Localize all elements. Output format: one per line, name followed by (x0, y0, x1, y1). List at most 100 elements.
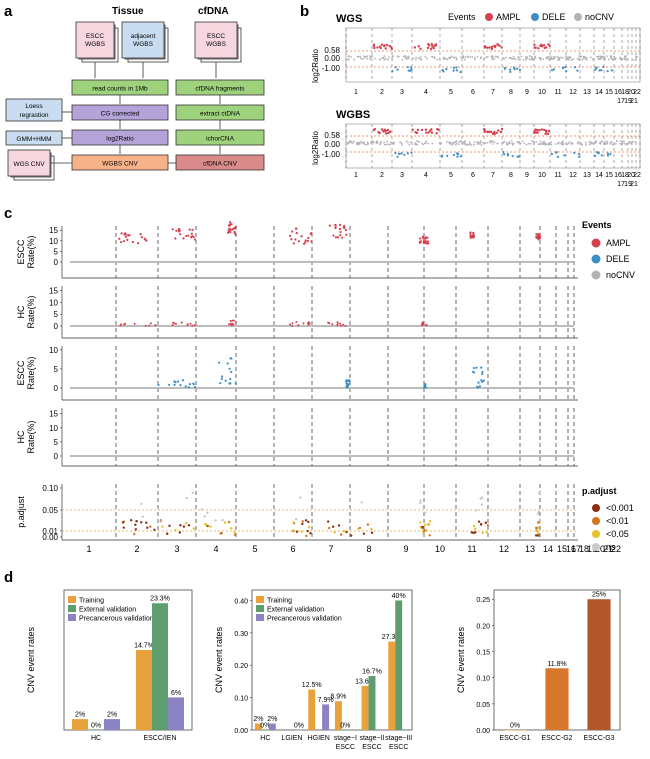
point-nocnv (611, 57, 613, 60)
point-dele (550, 69, 554, 72)
point-nocnv (570, 58, 573, 61)
point-ampl (144, 324, 147, 327)
point-padj (292, 521, 295, 524)
point-nocnv (508, 57, 511, 59)
point-ampl (493, 132, 496, 136)
point-ampl (490, 45, 494, 49)
point-padj (360, 501, 363, 504)
panel-a-workflow: Tissue cfDNA ESCC WGBS adjacent WGBS ESC… (5, 6, 265, 181)
point-ampl (140, 236, 143, 239)
point-ampl (434, 44, 437, 47)
point-ampl (338, 223, 342, 226)
point-nocnv (594, 142, 597, 145)
point-nocnv (461, 142, 464, 145)
chart-ylabel: CNV event rates (26, 626, 36, 693)
point-padj (185, 496, 188, 500)
point-nocnv (526, 57, 529, 60)
point-dele (452, 66, 455, 69)
point-nocnv (569, 56, 572, 59)
point-nocnv (491, 140, 493, 143)
point-dele (565, 69, 568, 73)
point-nocnv (626, 58, 629, 61)
point-padj (356, 527, 360, 530)
point-nocnv (407, 141, 409, 144)
point-nocnv (537, 143, 540, 146)
point-nocnv (426, 57, 428, 60)
bar (88, 730, 104, 731)
point-padj (221, 518, 224, 522)
point-ampl (426, 236, 429, 239)
point-ampl (547, 129, 551, 133)
point-nocnv (560, 142, 562, 144)
cfdna-card-line2: WGBS (206, 41, 227, 48)
point-ampl (133, 322, 136, 325)
point-nocnv (619, 57, 621, 60)
point-nocnv (585, 56, 588, 59)
point-ampl (484, 45, 487, 49)
point-ampl (380, 128, 384, 131)
point-ampl (182, 237, 185, 240)
point-dele (509, 70, 512, 74)
point-dele (610, 69, 613, 72)
track-ytick: 0.00 (42, 533, 58, 542)
point-ampl (300, 235, 303, 238)
point-padj (134, 528, 138, 531)
point-nocnv (356, 142, 358, 144)
cfdna-step-3-label: ichorCNA (206, 136, 234, 143)
point-ampl (422, 241, 425, 244)
point-ampl (131, 240, 135, 244)
track-ytick: 10 (49, 298, 58, 307)
point-dele (187, 386, 190, 389)
point-nocnv (634, 141, 637, 143)
point-padj (419, 521, 422, 524)
point-nocnv (366, 55, 369, 58)
point-padj (479, 523, 483, 526)
point-ampl (372, 43, 376, 46)
point-ampl (234, 225, 237, 228)
bar (261, 730, 269, 731)
point-ampl (542, 44, 546, 47)
point-dele (555, 150, 558, 154)
point-dele (576, 69, 579, 72)
panel-d-bar-charts: CNV event rates Training External validati… (26, 589, 621, 751)
point-dele (400, 152, 403, 155)
point-nocnv (476, 143, 479, 145)
chrom-label-b0: 6 (471, 89, 475, 96)
point-dele (459, 70, 462, 74)
point-ampl (535, 233, 538, 236)
track-ytick: 0 (54, 258, 59, 267)
point-ampl (472, 234, 475, 237)
point-dele (606, 70, 609, 73)
track-ytick: 5 (54, 247, 59, 256)
point-ampl (376, 46, 379, 49)
chrom-label-b0: 11 (554, 89, 561, 96)
point-nocnv (598, 142, 601, 145)
point-padj (481, 531, 484, 535)
point-dele (480, 379, 483, 382)
bar-value-label: 2% (253, 716, 263, 723)
point-nocnv (415, 143, 418, 146)
point-nocnv (555, 55, 558, 58)
point-nocnv (603, 58, 606, 61)
point-dele (506, 154, 510, 157)
category-label: stage−I (334, 735, 357, 742)
chart-ytick: 0.25 (476, 597, 490, 604)
point-ampl (310, 240, 313, 243)
side-loess-line1: Loess (25, 103, 43, 110)
point-ampl (342, 226, 345, 229)
point-nocnv (613, 57, 616, 59)
point-ampl (493, 130, 496, 134)
point-ampl (495, 131, 498, 135)
point-dele (192, 383, 195, 386)
point-ampl (534, 46, 537, 50)
point-nocnv (602, 143, 605, 145)
bar (395, 600, 403, 730)
point-nocnv (584, 58, 587, 61)
point-nocnv (490, 55, 493, 58)
legend-ampl-label: AMPL (496, 12, 521, 22)
point-nocnv (606, 142, 609, 145)
bar-value-label: 0% (91, 723, 101, 730)
tissue-step-1-label: read counts in 1Mb (92, 86, 148, 93)
point-nocnv (360, 140, 362, 143)
point-padj (306, 529, 309, 533)
